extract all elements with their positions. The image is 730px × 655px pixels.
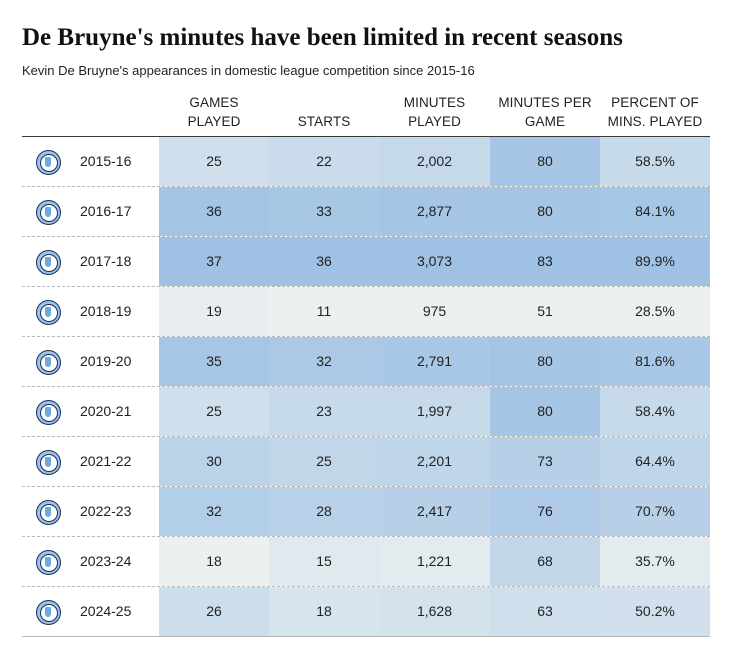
header-games-played: GAMES PLAYED (187, 95, 241, 129)
table-row: 2019-20 35 32 2,791 80 81.6% (22, 337, 710, 387)
cell-minutes: 2,877 (379, 187, 490, 236)
cell-starts: 11 (269, 287, 379, 336)
cell-mpg: 80 (490, 137, 600, 186)
cell-games: 35 (159, 337, 269, 386)
cell-games: 36 (159, 187, 269, 236)
cell-mpg: 73 (490, 437, 600, 486)
cell-minutes: 1,221 (379, 537, 490, 586)
cell-pct: 35.7% (600, 537, 710, 586)
table-row: 2023-24 18 15 1,221 68 35.7% (22, 537, 710, 587)
table-body: 2015-16 25 22 2,002 80 58.5% 2016-17 36 33 2,877 8… (22, 137, 710, 637)
cell-pct: 70.7% (600, 487, 710, 536)
cell-mpg: 76 (490, 487, 600, 536)
cell-starts: 33 (269, 187, 379, 236)
table-row: 2024-25 26 18 1,628 63 50.2% (22, 587, 710, 637)
manchester-city-crest-icon (36, 150, 61, 175)
manchester-city-crest-icon (36, 200, 61, 225)
season-label: 2023-24 (80, 553, 132, 569)
cell-starts: 23 (269, 387, 379, 436)
cell-minutes: 1,997 (379, 387, 490, 436)
page-title: De Bruyne's minutes have been limited in… (22, 24, 623, 51)
season-label: 2016-17 (80, 203, 132, 219)
season-label: 2015-16 (80, 153, 132, 169)
cell-minutes: 1,628 (379, 587, 490, 636)
cell-minutes: 2,417 (379, 487, 490, 536)
manchester-city-crest-icon (36, 250, 61, 275)
manchester-city-crest-icon (36, 450, 61, 475)
manchester-city-crest-icon (36, 350, 61, 375)
season-label: 2022-23 (80, 503, 132, 519)
header-minutes-per-game: MINUTES PER GAME (498, 95, 592, 129)
cell-starts: 15 (269, 537, 379, 586)
cell-mpg: 80 (490, 387, 600, 436)
cell-pct: 58.4% (600, 387, 710, 436)
cell-games: 18 (159, 537, 269, 586)
manchester-city-crest-icon (36, 600, 61, 625)
cell-minutes: 2,201 (379, 437, 490, 486)
table-header: GAMES PLAYED STARTS MINUTES PLAYED MINUT… (22, 90, 710, 137)
cell-pct: 81.6% (600, 337, 710, 386)
cell-pct: 58.5% (600, 137, 710, 186)
header-starts: STARTS (297, 114, 351, 129)
cell-minutes: 2,002 (379, 137, 490, 186)
season-label: 2017-18 (80, 253, 132, 269)
cell-pct: 84.1% (600, 187, 710, 236)
cell-pct: 50.2% (600, 587, 710, 636)
season-label: 2020-21 (80, 403, 132, 419)
season-label: 2019-20 (80, 353, 132, 369)
cell-minutes: 2,791 (379, 337, 490, 386)
cell-mpg: 51 (490, 287, 600, 336)
cell-mpg: 63 (490, 587, 600, 636)
cell-starts: 18 (269, 587, 379, 636)
cell-games: 19 (159, 287, 269, 336)
cell-pct: 64.4% (600, 437, 710, 486)
cell-starts: 32 (269, 337, 379, 386)
header-minutes-played: MINUTES PLAYED (403, 95, 466, 129)
table-row: 2016-17 36 33 2,877 80 84.1% (22, 187, 710, 237)
cell-starts: 28 (269, 487, 379, 536)
cell-games: 37 (159, 237, 269, 286)
table-row: 2020-21 25 23 1,997 80 58.4% (22, 387, 710, 437)
season-label: 2021-22 (80, 453, 132, 469)
cell-minutes: 3,073 (379, 237, 490, 286)
cell-games: 30 (159, 437, 269, 486)
table-row: 2018-19 19 11 975 51 28.5% (22, 287, 710, 337)
cell-pct: 89.9% (600, 237, 710, 286)
cell-starts: 36 (269, 237, 379, 286)
cell-starts: 22 (269, 137, 379, 186)
table-row: 2022-23 32 28 2,417 76 70.7% (22, 487, 710, 537)
cell-games: 32 (159, 487, 269, 536)
cell-mpg: 68 (490, 537, 600, 586)
season-label: 2024-25 (80, 603, 132, 619)
cell-games: 25 (159, 387, 269, 436)
manchester-city-crest-icon (36, 300, 61, 325)
page-subtitle: Kevin De Bruyne's appearances in domesti… (22, 63, 475, 78)
stats-table: GAMES PLAYED STARTS MINUTES PLAYED MINUT… (22, 90, 710, 637)
table-row: 2021-22 30 25 2,201 73 64.4% (22, 437, 710, 487)
manchester-city-crest-icon (36, 550, 61, 575)
cell-games: 25 (159, 137, 269, 186)
cell-mpg: 80 (490, 187, 600, 236)
manchester-city-crest-icon (36, 400, 61, 425)
cell-mpg: 83 (490, 237, 600, 286)
cell-mpg: 80 (490, 337, 600, 386)
table-row: 2017-18 37 36 3,073 83 89.9% (22, 237, 710, 287)
cell-pct: 28.5% (600, 287, 710, 336)
cell-minutes: 975 (379, 287, 490, 336)
manchester-city-crest-icon (36, 500, 61, 525)
table-row: 2015-16 25 22 2,002 80 58.5% (22, 137, 710, 187)
cell-games: 26 (159, 587, 269, 636)
cell-starts: 25 (269, 437, 379, 486)
season-label: 2018-19 (80, 303, 132, 319)
header-percent-mins-played: PERCENT OF MINS. PLAYED (607, 95, 703, 129)
